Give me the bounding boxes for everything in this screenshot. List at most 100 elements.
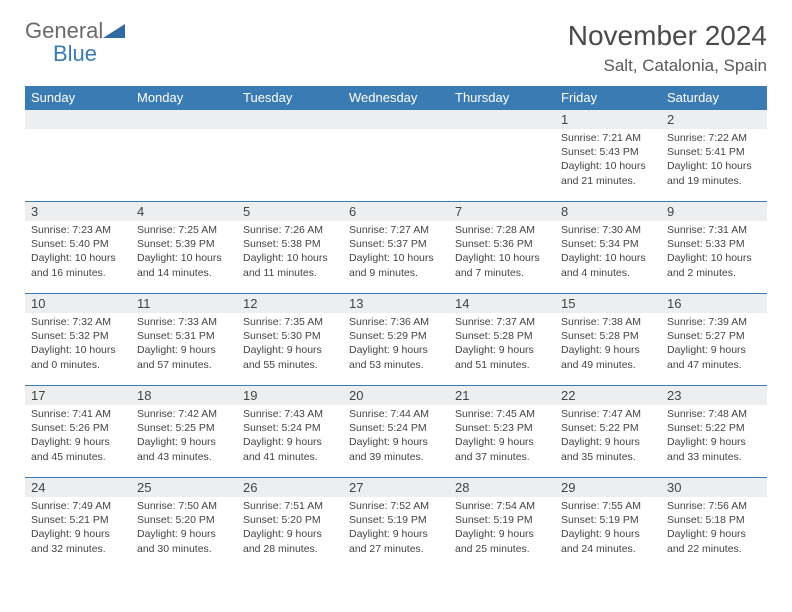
calendar-day-cell: 26Sunrise: 7:51 AMSunset: 5:20 PMDayligh… <box>237 478 343 570</box>
calendar-day-cell: 29Sunrise: 7:55 AMSunset: 5:19 PMDayligh… <box>555 478 661 570</box>
day-number: 20 <box>343 386 449 405</box>
day-details: Sunrise: 7:52 AMSunset: 5:19 PMDaylight:… <box>343 497 449 560</box>
calendar-week-row: 24Sunrise: 7:49 AMSunset: 5:21 PMDayligh… <box>25 478 767 570</box>
day-number: 30 <box>661 478 767 497</box>
calendar-day-cell: 23Sunrise: 7:48 AMSunset: 5:22 PMDayligh… <box>661 386 767 478</box>
day-details: Sunrise: 7:50 AMSunset: 5:20 PMDaylight:… <box>131 497 237 560</box>
calendar-day-cell <box>131 110 237 202</box>
day-details: Sunrise: 7:56 AMSunset: 5:18 PMDaylight:… <box>661 497 767 560</box>
calendar-day-cell <box>449 110 555 202</box>
calendar-day-cell: 22Sunrise: 7:47 AMSunset: 5:22 PMDayligh… <box>555 386 661 478</box>
day-details: Sunrise: 7:48 AMSunset: 5:22 PMDaylight:… <box>661 405 767 468</box>
day-number: 27 <box>343 478 449 497</box>
day-details: Sunrise: 7:47 AMSunset: 5:22 PMDaylight:… <box>555 405 661 468</box>
day-details: Sunrise: 7:25 AMSunset: 5:39 PMDaylight:… <box>131 221 237 284</box>
weekday-header: Saturday <box>661 86 767 110</box>
calendar-day-cell <box>343 110 449 202</box>
weekday-header: Friday <box>555 86 661 110</box>
day-number: 25 <box>131 478 237 497</box>
calendar-day-cell: 6Sunrise: 7:27 AMSunset: 5:37 PMDaylight… <box>343 202 449 294</box>
calendar-day-cell: 27Sunrise: 7:52 AMSunset: 5:19 PMDayligh… <box>343 478 449 570</box>
day-details: Sunrise: 7:45 AMSunset: 5:23 PMDaylight:… <box>449 405 555 468</box>
day-number: 17 <box>25 386 131 405</box>
day-details: Sunrise: 7:33 AMSunset: 5:31 PMDaylight:… <box>131 313 237 376</box>
day-details: Sunrise: 7:36 AMSunset: 5:29 PMDaylight:… <box>343 313 449 376</box>
day-details: Sunrise: 7:54 AMSunset: 5:19 PMDaylight:… <box>449 497 555 560</box>
day-details: Sunrise: 7:31 AMSunset: 5:33 PMDaylight:… <box>661 221 767 284</box>
day-number: 1 <box>555 110 661 129</box>
title-block: November 2024 Salt, Catalonia, Spain <box>568 20 767 76</box>
calendar-week-row: 17Sunrise: 7:41 AMSunset: 5:26 PMDayligh… <box>25 386 767 478</box>
day-number: 2 <box>661 110 767 129</box>
day-number: 28 <box>449 478 555 497</box>
month-title: November 2024 <box>568 20 767 52</box>
calendar-day-cell: 15Sunrise: 7:38 AMSunset: 5:28 PMDayligh… <box>555 294 661 386</box>
day-number: 19 <box>237 386 343 405</box>
calendar-day-cell: 21Sunrise: 7:45 AMSunset: 5:23 PMDayligh… <box>449 386 555 478</box>
day-number: 3 <box>25 202 131 221</box>
logo-text-1: General <box>25 18 103 43</box>
day-details: Sunrise: 7:21 AMSunset: 5:43 PMDaylight:… <box>555 129 661 192</box>
day-number: 11 <box>131 294 237 313</box>
day-number: 26 <box>237 478 343 497</box>
calendar-day-cell: 16Sunrise: 7:39 AMSunset: 5:27 PMDayligh… <box>661 294 767 386</box>
calendar-day-cell: 20Sunrise: 7:44 AMSunset: 5:24 PMDayligh… <box>343 386 449 478</box>
calendar-day-cell: 9Sunrise: 7:31 AMSunset: 5:33 PMDaylight… <box>661 202 767 294</box>
day-details: Sunrise: 7:22 AMSunset: 5:41 PMDaylight:… <box>661 129 767 192</box>
weekday-header: Wednesday <box>343 86 449 110</box>
day-number: 15 <box>555 294 661 313</box>
day-number: 14 <box>449 294 555 313</box>
day-number: 10 <box>25 294 131 313</box>
day-number: 9 <box>661 202 767 221</box>
calendar-day-cell: 12Sunrise: 7:35 AMSunset: 5:30 PMDayligh… <box>237 294 343 386</box>
day-details: Sunrise: 7:28 AMSunset: 5:36 PMDaylight:… <box>449 221 555 284</box>
day-number: 6 <box>343 202 449 221</box>
calendar-day-cell: 2Sunrise: 7:22 AMSunset: 5:41 PMDaylight… <box>661 110 767 202</box>
day-details: Sunrise: 7:37 AMSunset: 5:28 PMDaylight:… <box>449 313 555 376</box>
day-details: Sunrise: 7:23 AMSunset: 5:40 PMDaylight:… <box>25 221 131 284</box>
calendar-day-cell: 7Sunrise: 7:28 AMSunset: 5:36 PMDaylight… <box>449 202 555 294</box>
calendar-day-cell: 25Sunrise: 7:50 AMSunset: 5:20 PMDayligh… <box>131 478 237 570</box>
day-number: 23 <box>661 386 767 405</box>
day-details: Sunrise: 7:41 AMSunset: 5:26 PMDaylight:… <box>25 405 131 468</box>
day-details: Sunrise: 7:39 AMSunset: 5:27 PMDaylight:… <box>661 313 767 376</box>
day-number: 29 <box>555 478 661 497</box>
day-details: Sunrise: 7:43 AMSunset: 5:24 PMDaylight:… <box>237 405 343 468</box>
day-details: Sunrise: 7:26 AMSunset: 5:38 PMDaylight:… <box>237 221 343 284</box>
day-details: Sunrise: 7:44 AMSunset: 5:24 PMDaylight:… <box>343 405 449 468</box>
logo-triangle-icon <box>103 22 125 38</box>
calendar-day-cell: 3Sunrise: 7:23 AMSunset: 5:40 PMDaylight… <box>25 202 131 294</box>
location: Salt, Catalonia, Spain <box>568 56 767 76</box>
weekday-header: Sunday <box>25 86 131 110</box>
weekday-header-row: Sunday Monday Tuesday Wednesday Thursday… <box>25 86 767 110</box>
weekday-header: Thursday <box>449 86 555 110</box>
day-details: Sunrise: 7:51 AMSunset: 5:20 PMDaylight:… <box>237 497 343 560</box>
calendar-day-cell: 1Sunrise: 7:21 AMSunset: 5:43 PMDaylight… <box>555 110 661 202</box>
day-number: 4 <box>131 202 237 221</box>
day-number: 22 <box>555 386 661 405</box>
calendar-day-cell: 10Sunrise: 7:32 AMSunset: 5:32 PMDayligh… <box>25 294 131 386</box>
calendar-day-cell: 18Sunrise: 7:42 AMSunset: 5:25 PMDayligh… <box>131 386 237 478</box>
calendar-week-row: 10Sunrise: 7:32 AMSunset: 5:32 PMDayligh… <box>25 294 767 386</box>
logo: General Blue <box>25 20 125 66</box>
calendar-day-cell <box>25 110 131 202</box>
day-number: 5 <box>237 202 343 221</box>
calendar-table: Sunday Monday Tuesday Wednesday Thursday… <box>25 86 767 570</box>
weekday-header: Tuesday <box>237 86 343 110</box>
day-number: 16 <box>661 294 767 313</box>
calendar-day-cell: 19Sunrise: 7:43 AMSunset: 5:24 PMDayligh… <box>237 386 343 478</box>
day-number: 8 <box>555 202 661 221</box>
weekday-header: Monday <box>131 86 237 110</box>
calendar-day-cell: 30Sunrise: 7:56 AMSunset: 5:18 PMDayligh… <box>661 478 767 570</box>
day-details: Sunrise: 7:27 AMSunset: 5:37 PMDaylight:… <box>343 221 449 284</box>
calendar-day-cell: 28Sunrise: 7:54 AMSunset: 5:19 PMDayligh… <box>449 478 555 570</box>
calendar-day-cell: 17Sunrise: 7:41 AMSunset: 5:26 PMDayligh… <box>25 386 131 478</box>
day-details: Sunrise: 7:38 AMSunset: 5:28 PMDaylight:… <box>555 313 661 376</box>
day-number: 12 <box>237 294 343 313</box>
calendar-day-cell: 13Sunrise: 7:36 AMSunset: 5:29 PMDayligh… <box>343 294 449 386</box>
day-number: 7 <box>449 202 555 221</box>
day-details: Sunrise: 7:55 AMSunset: 5:19 PMDaylight:… <box>555 497 661 560</box>
calendar-day-cell: 24Sunrise: 7:49 AMSunset: 5:21 PMDayligh… <box>25 478 131 570</box>
calendar-week-row: 3Sunrise: 7:23 AMSunset: 5:40 PMDaylight… <box>25 202 767 294</box>
day-details: Sunrise: 7:30 AMSunset: 5:34 PMDaylight:… <box>555 221 661 284</box>
